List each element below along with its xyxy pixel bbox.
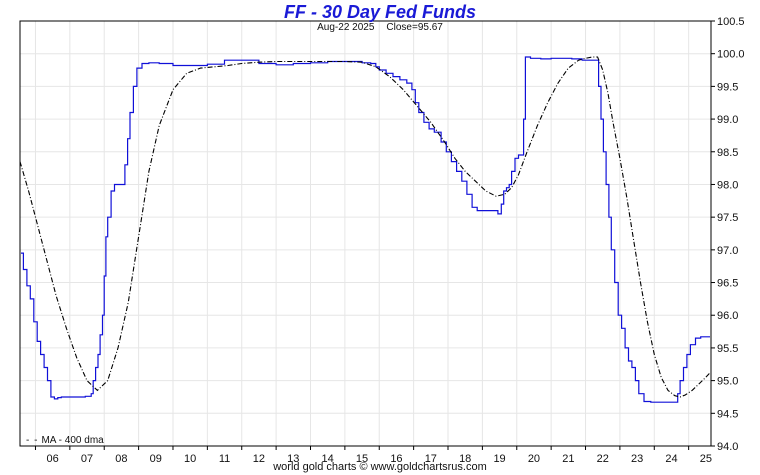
x-tick-label: 10 [184,453,196,465]
x-tick-label: 15 [356,453,368,465]
x-axis: 06 07 08 09 10 11 12 13 14 15 16 17 18 19 20 21 22 23 24 25 [34,446,712,465]
y-tick-label: 94.0 [717,441,738,453]
chart-subtitle: Aug-22 2025 Close=95.67 [0,22,760,33]
x-tick-label: 09 [150,453,162,465]
y-tick-label: 97.5 [717,212,738,224]
legend-label-ma: MA - 400 dma [41,435,104,446]
x-tick-label: 08 [115,453,127,465]
x-tick-label: 22 [597,453,609,465]
x-tick-label: 17 [425,453,437,465]
legend: - - MA - 400 dma [26,435,104,446]
y-tick-label: 97.0 [717,245,738,257]
grid-lines [20,20,711,447]
x-tick-label: 18 [459,453,471,465]
x-tick-label: 20 [528,453,540,465]
x-tick-label: 13 [287,453,299,465]
y-axis: 94.0 94.5 95.0 95.5 96.0 96.5 97.0 97.5 98.0 98.5… [711,16,745,453]
x-tick-label: 11 [219,453,230,465]
y-tick-label: 96.5 [717,278,738,290]
x-tick-label: 19 [493,453,505,465]
y-tick-label: 99.5 [717,81,738,93]
legend-swatch-ma: - - [26,435,39,446]
y-tick-label: 95.5 [717,343,738,355]
series-ff-line [21,56,710,403]
x-tick-label: 23 [631,453,643,465]
x-tick-label: 12 [253,453,265,465]
y-tick-label: 96.0 [717,310,738,322]
y-tick-label: 98.5 [717,147,738,159]
x-tick-label: 21 [562,453,574,465]
x-tick-label: 25 [700,453,712,465]
x-tick-label: 07 [81,453,93,465]
y-tick-label: 100.0 [717,49,745,61]
y-tick-label: 99.0 [717,114,738,126]
x-tick-label: 14 [322,453,334,465]
subtitle-close: Close=95.67 [386,22,443,33]
chart-title: FF - 30 Day Fed Funds [283,2,477,22]
y-tick-label: 95.0 [717,376,738,388]
subtitle-date: Aug-22 2025 [317,22,375,33]
series-ma-400-line [19,56,711,398]
y-tick-label: 100.5 [717,16,745,28]
plot-area-border [19,20,712,447]
x-tick-label: 16 [390,453,402,465]
y-tick-label: 94.5 [717,408,738,420]
chart-credit: world gold charts © www.goldchartsrus.co… [273,461,487,473]
y-tick-label: 98.0 [717,179,738,191]
x-tick-label: 24 [665,453,677,465]
x-tick-label: 06 [47,453,59,465]
series-lines [19,56,711,403]
